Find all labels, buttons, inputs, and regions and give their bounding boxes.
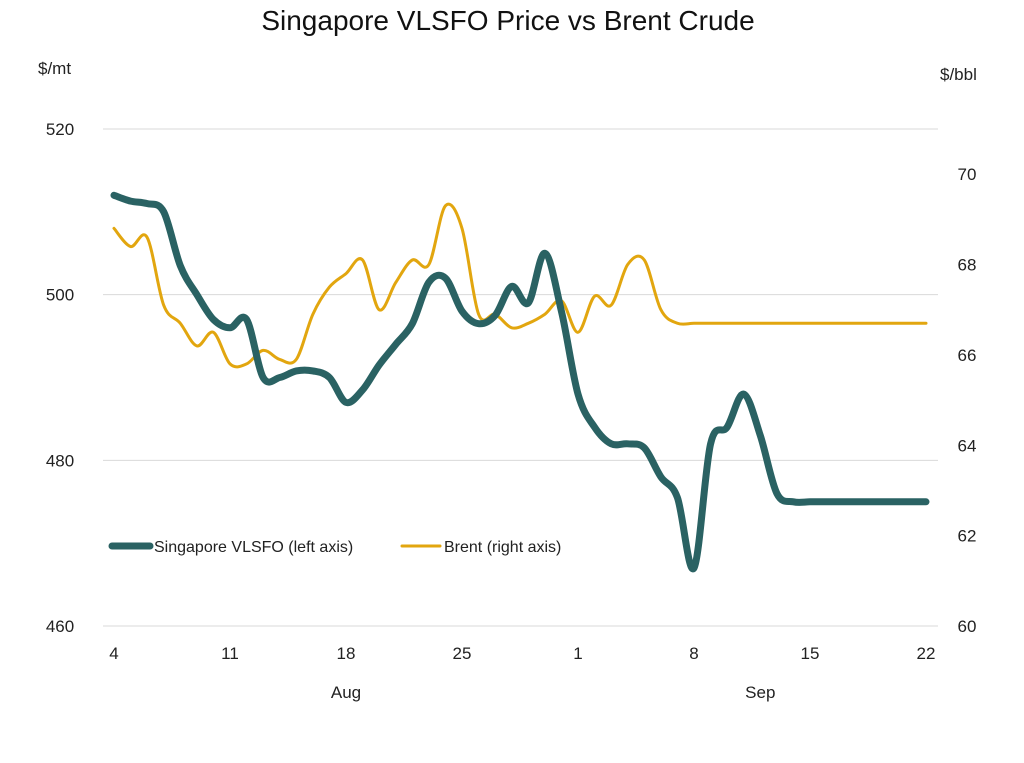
x-axis-month-labels: Aug Sep bbox=[331, 683, 776, 702]
left-tick-label: 520 bbox=[46, 120, 74, 139]
chart-title: Singapore VLSFO Price vs Brent Crude bbox=[261, 5, 754, 36]
legend-label: Brent (right axis) bbox=[444, 539, 561, 556]
left-axis-ticks: 460 480 500 520 bbox=[46, 120, 74, 636]
series-lines bbox=[110, 191, 930, 573]
x-tick-label: 1 bbox=[573, 644, 582, 663]
legend-item-vlsfo: Singapore VLSFO (left axis) bbox=[108, 539, 353, 556]
left-axis-unit: $/mt bbox=[38, 59, 71, 78]
x-tick-label: 15 bbox=[801, 644, 820, 663]
left-tick-label: 500 bbox=[46, 286, 74, 305]
x-tick-label: 22 bbox=[917, 644, 936, 663]
right-tick-label: 62 bbox=[958, 527, 977, 546]
x-tick-label: 4 bbox=[109, 644, 118, 663]
right-axis-unit: $/bbl bbox=[940, 65, 977, 84]
right-tick-label: 70 bbox=[958, 165, 977, 184]
vlsfo-series-line bbox=[110, 191, 930, 573]
x-tick-label: 18 bbox=[337, 644, 356, 663]
right-tick-label: 60 bbox=[958, 617, 977, 636]
left-tick-label: 480 bbox=[46, 451, 74, 470]
right-axis-ticks: 60 62 64 66 68 70 bbox=[958, 165, 977, 636]
legend-label: Singapore VLSFO (left axis) bbox=[154, 539, 353, 556]
left-tick-label: 460 bbox=[46, 617, 74, 636]
right-tick-label: 68 bbox=[958, 256, 977, 275]
brent-series-line bbox=[112, 202, 928, 369]
right-tick-label: 64 bbox=[958, 436, 977, 455]
legend: Singapore VLSFO (left axis) Brent (right … bbox=[108, 539, 561, 556]
right-tick-label: 66 bbox=[958, 346, 977, 365]
month-label: Sep bbox=[745, 683, 775, 702]
month-label: Aug bbox=[331, 683, 361, 702]
x-axis-ticks: 4 11 18 25 1 8 15 22 bbox=[109, 644, 935, 663]
x-tick-label: 25 bbox=[453, 644, 472, 663]
x-tick-label: 11 bbox=[221, 644, 239, 663]
legend-item-brent: Brent (right axis) bbox=[400, 539, 561, 556]
x-tick-label: 8 bbox=[689, 644, 698, 663]
